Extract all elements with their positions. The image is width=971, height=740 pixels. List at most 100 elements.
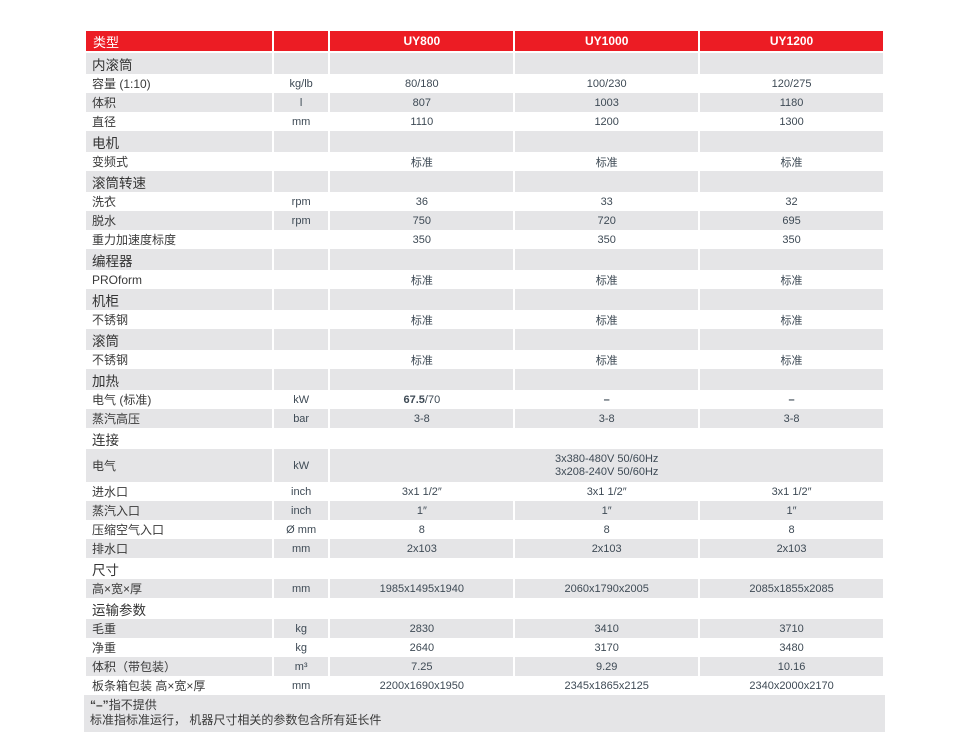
spec-label: 毛重 [86,619,272,638]
spec-value: 350 [330,230,514,249]
spec-value: 1003 [515,93,699,112]
spec-value: 2x103 [700,539,883,558]
spec-value [700,558,883,579]
spec-unit [273,289,329,310]
spec-value: 3480 [700,638,883,657]
spec-unit [273,350,329,369]
spec-value: 100/230 [515,74,699,93]
spec-value [330,369,514,390]
spec-unit: inch [273,482,329,501]
spec-label: 进水口 [86,482,272,501]
footnotes: “–”指不提供 标准指标准运行， 机器尺寸相关的参数包含所有延长件 [84,695,885,732]
spec-unit [273,329,329,350]
spec-label: 压缩空气入口 [86,520,272,539]
footnote-line: 标准指标准运行， 机器尺寸相关的参数包含所有延长件 [90,713,382,727]
spec-label: 蒸汽入口 [86,501,272,520]
spec-value: 3-8 [330,409,514,428]
spec-value [700,249,883,270]
header-model-uy1000: UY1000 [515,31,699,53]
section-label: 机柜 [86,289,272,310]
spec-unit: kW [273,390,329,409]
spec-row: 高×宽×厚 mm 1985x1495x1940 2060x1790x2005 2085x… [86,579,883,598]
spec-value [330,171,514,192]
spec-value: 1200 [515,112,699,131]
spec-label: 脱水 [86,211,272,230]
spec-value: 标准 [330,270,514,289]
spec-row: 不锈钢 标准 标准 标准 [86,310,883,329]
spec-unit [273,270,329,289]
spec-value [330,53,514,74]
section-row: 尺寸 [86,558,883,579]
section-label: 内滚筒 [86,53,272,74]
spec-value: 3710 [700,619,883,638]
spec-value: 2640 [330,638,514,657]
spec-value: 2830 [330,619,514,638]
spec-value: 3410 [515,619,699,638]
spec-row: 压缩空气入口 Ø mm 8 8 8 [86,520,883,539]
spec-row: 体积 l 807 1003 1180 [86,93,883,112]
footnote-line: “–”指不提供 [90,698,157,712]
spec-value: 1180 [700,93,883,112]
spec-unit [273,171,329,192]
spec-value: 2x103 [515,539,699,558]
spec-value-span: 3x380-480V 50/60Hz 3x208-240V 50/60Hz [330,449,883,482]
section-row: 滚筒 [86,329,883,350]
spec-unit [273,152,329,171]
spec-value: 120/275 [700,74,883,93]
spec-table-container: 类型 UY800 UY1000 UY1200 内滚筒 容量 (1:10) kg/lb… [84,31,885,732]
spec-value: – [515,390,699,409]
spec-unit [273,230,329,249]
spec-label: 变频式 [86,152,272,171]
spec-value: 33 [515,192,699,211]
spec-row: 电气 (标准) kW 67.5/70– – [86,390,883,409]
spec-value: 标准 [700,350,883,369]
spec-unit: kg [273,619,329,638]
spec-unit [273,558,329,579]
spec-unit [273,598,329,619]
spec-value [700,131,883,152]
spec-unit: mm [273,579,329,598]
spec-value [515,171,699,192]
spec-value: 36 [330,192,514,211]
spec-value [330,131,514,152]
section-row: 加热 [86,369,883,390]
spec-value [700,53,883,74]
spec-value [330,289,514,310]
spec-unit [273,131,329,152]
spec-label: 洗衣 [86,192,272,211]
spec-value [330,428,514,449]
spec-value: 标准 [515,152,699,171]
spec-unit [273,310,329,329]
spec-value: 3-8 [515,409,699,428]
spec-row: 电气 kW 3x380-480V 50/60Hz 3x208-240V 50/60Hz [86,449,883,482]
spec-label: 蒸汽高压 [86,409,272,428]
section-row: 电机 [86,131,883,152]
spec-unit: mm [273,676,329,695]
spec-row: 板条箱包装 高×宽×厚 mm 2200x1690x1950 2345x1865x212… [86,676,883,695]
spec-unit: inch [273,501,329,520]
spec-row: 不锈钢 标准 标准 标准 [86,350,883,369]
spec-label: 排水口 [86,539,272,558]
spec-unit [273,249,329,270]
spec-row: 脱水 rpm 750 720 695 [86,211,883,230]
spec-row: 毛重 kg 2830 3410 3710 [86,619,883,638]
spec-label: 容量 (1:10) [86,74,272,93]
spec-value [700,329,883,350]
spec-unit: kg [273,638,329,657]
spec-value: 标准 [330,152,514,171]
spec-value: 8 [700,520,883,539]
spec-value [330,249,514,270]
spec-row: 净重 kg 2640 3170 3480 [86,638,883,657]
spec-unit [273,369,329,390]
header-model-uy1200: UY1200 [700,31,883,53]
spec-row: 体积（带包装） m³ 7.25 9.29 10.16 [86,657,883,676]
spec-value [515,369,699,390]
spec-value: 80/180 [330,74,514,93]
spec-value [700,289,883,310]
spec-value: 2x103 [330,539,514,558]
spec-value: 695 [700,211,883,230]
spec-value: 2200x1690x1950 [330,676,514,695]
spec-row: 进水口 inch 3x1 1/2″ 3x1 1/2″ 3x1 1/2″ [86,482,883,501]
spec-value: 标准 [700,270,883,289]
spec-value [330,598,514,619]
